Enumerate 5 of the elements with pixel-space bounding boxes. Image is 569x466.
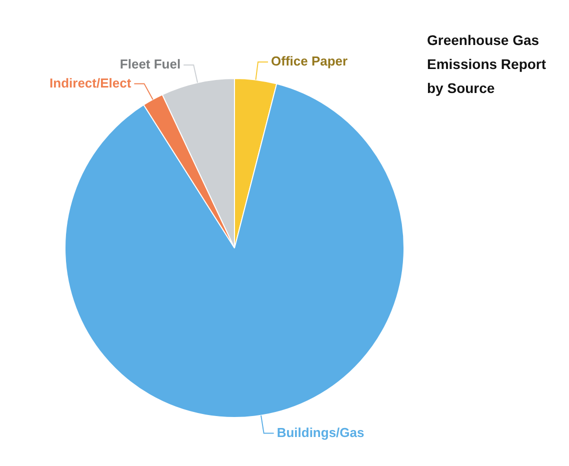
slice-label: Buildings/Gas — [276, 424, 364, 440]
text: Greenhouse Gas Emissions Report by Source — [427, 31, 548, 98]
slice-label: Fleet Fuel — [120, 56, 181, 72]
slice-label: Office Paper — [271, 54, 348, 69]
slice-label: Indirect/Elect — [50, 75, 132, 90]
